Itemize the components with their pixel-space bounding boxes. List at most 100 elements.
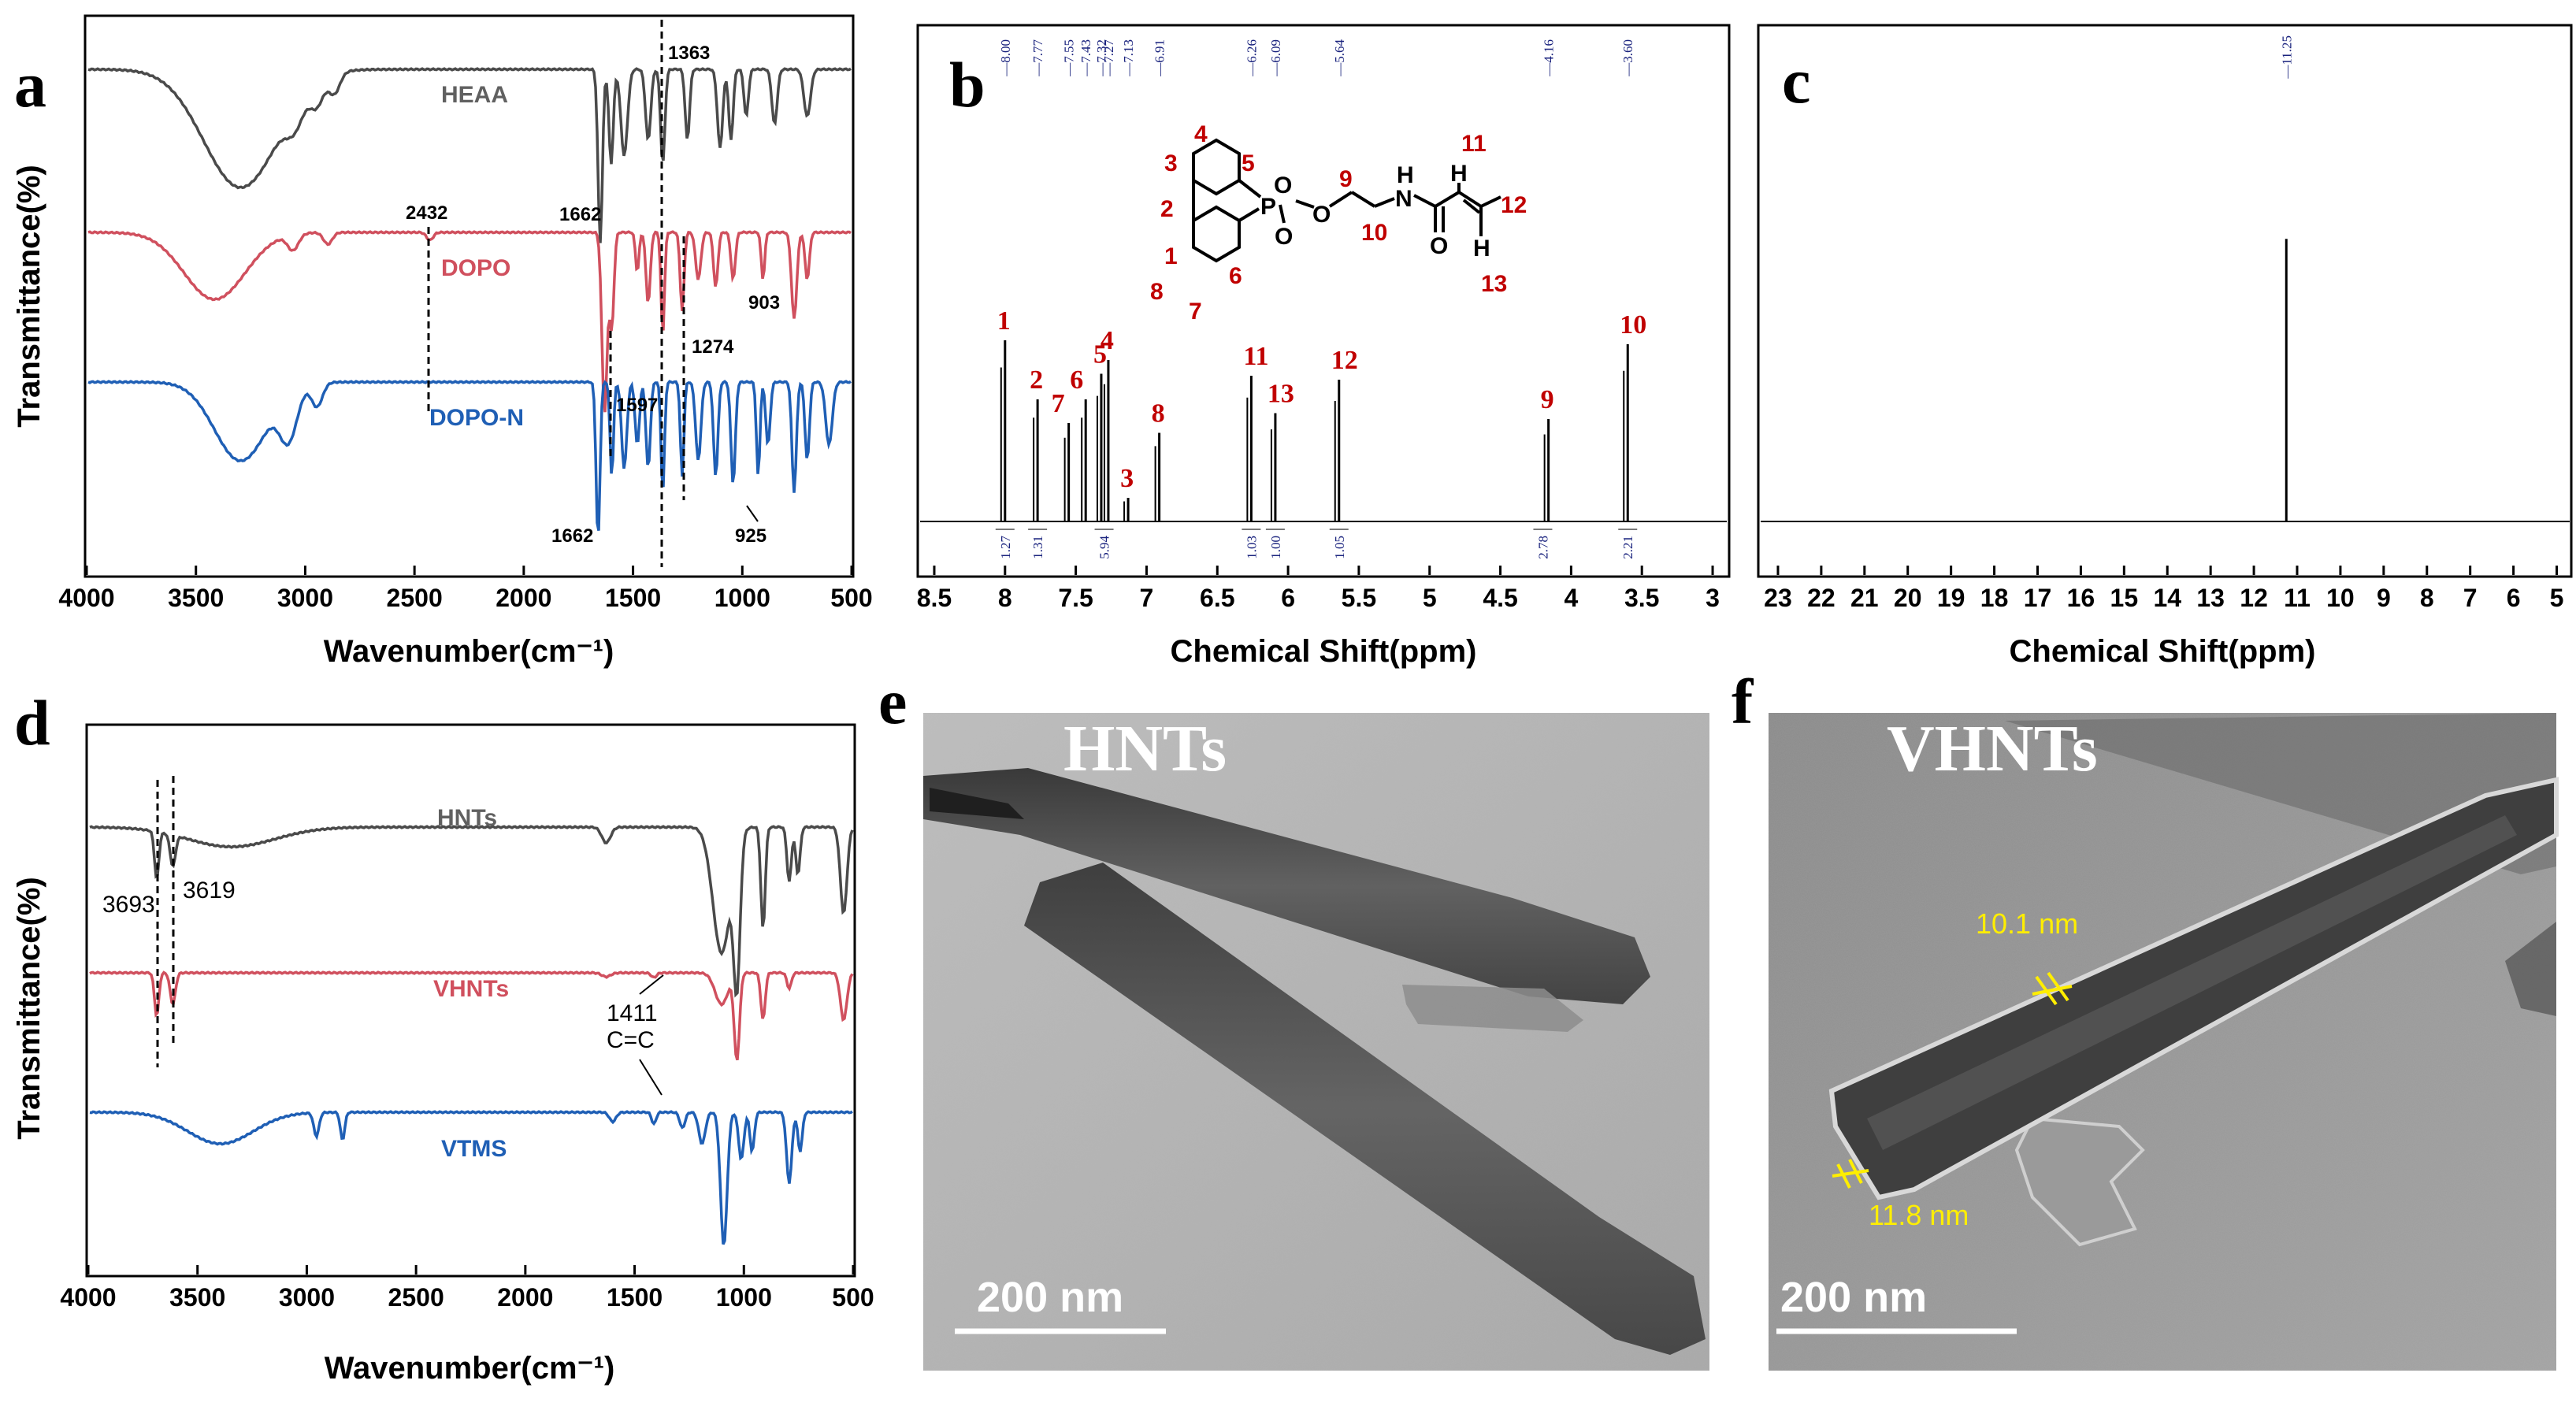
structure-number-12: 12 [1501,192,1527,218]
annotation-903: 903 [748,292,780,314]
atom-h-11: H [1450,161,1468,187]
nmr-spectrum-c [1761,239,2570,522]
shift-label: —7.55 [1062,39,1077,77]
x-tick-label: 21 [1850,584,1879,612]
annotation-1662-top: 1662 [559,204,601,225]
x-tick-label: 2000 [497,1283,553,1312]
fragment-e [1402,985,1583,1032]
x-axis-label-d: Wavenumber(cm⁻¹) [325,1351,615,1386]
x-tick-label: 5 [2550,584,2564,612]
x-tick-label: 19 [1937,584,1965,612]
series-d [89,825,854,1245]
panel-a: a 4000 3500 3000 2500 2000 1500 1000 500 Wavenu… [12,14,873,669]
ir-line-dopo [87,230,852,413]
annotation-1363: 1363 [668,43,710,64]
x-tick-label: 2500 [388,1283,444,1312]
panel-e: e HNTs 200 nm [878,666,1709,1371]
x-tick-label: 3000 [277,584,333,612]
x-tick-label: 13 [2196,584,2225,612]
tem-title-e: HNTs [1063,712,1227,785]
panel-label-e: e [878,666,907,737]
integral-label: 5.94 [1097,536,1112,559]
series-a [87,67,852,531]
x-axis-label-a: Wavenumber(cm⁻¹) [324,634,614,669]
series-label-heaa: HEAA [441,82,508,108]
annotation-1662-bottom: 1662 [551,525,593,547]
x-tick-label: 6 [2507,584,2521,612]
panel-label-f: f [1732,666,1754,737]
x-tick-label: 7 [1140,584,1154,612]
peak-label: 6 [1070,365,1083,395]
shift-label: —11.25 [2279,35,2294,80]
structure-number-1: 1 [1164,243,1178,269]
x-ticks-d: 4000 3500 3000 2500 2000 1500 1000 500 [60,1265,874,1312]
integral-label: 1.31 [1030,536,1045,559]
structure-number-7: 7 [1189,299,1202,325]
panel-c: c 23 22 21 20 19 18 17 16 15 14 13 12 11 10 9 8 7 6 5 Chem… [1757,24,2573,669]
x-tick-label: 20 [1894,584,1922,612]
structure-number-10: 10 [1361,220,1387,246]
x-tick-label: 4 [1564,584,1578,612]
x-tick-label: 2000 [496,584,551,612]
x-tick-label: 1500 [607,1283,663,1312]
shift-label: —5.64 [1332,39,1347,77]
series-label-dopo-n: DOPO-N [429,405,524,431]
peak-label: 1 [997,306,1011,336]
peak-label: 8 [1152,399,1165,429]
integral-label: 1.03 [1244,536,1259,559]
x-tick-label: 11 [2284,584,2311,612]
ir-line-heaa [87,67,852,243]
nanotube-e-2 [1024,863,1706,1355]
peak-label: 2 [1030,365,1043,395]
x-tick-label: 17 [2024,584,2052,612]
arrow-1411-down [639,1059,663,1096]
x-tick-label: 22 [1807,584,1835,612]
atom-o-ring: O [1275,224,1293,250]
x-tick-label: 9 [2377,584,2391,612]
nanotube-e-1 [923,768,1650,1004]
structure-number-11: 11 [1461,131,1487,157]
nanotube-e-1-end [930,788,1024,819]
structure-number-13: 13 [1481,271,1507,297]
annotation-3693: 3693 [102,892,155,918]
x-tick-label: 16 [2067,584,2095,612]
molecule-structure [1192,138,1501,263]
atom-p: P [1260,194,1276,220]
plot-frame-c [1757,24,2573,578]
x-tick-label: 500 [832,1283,874,1312]
x-ticks-c: 23 22 21 20 19 18 17 16 15 14 13 12 11 10 9 8 7 6 5 [1764,566,2563,612]
x-axis-label-b: Chemical Shift(ppm) [1171,634,1477,669]
plot-frame-d [85,723,856,1278]
series-label-hnts: HNTs [437,805,497,831]
x-tick-label: 10 [2326,584,2355,612]
x-tick-label: 5.5 [1342,584,1376,612]
measurement-marks [1832,971,2073,1189]
panel-label-b: b [949,49,985,121]
integral-label: 1.05 [1332,536,1347,559]
fragment-f [2014,1116,2145,1247]
ir-line-hnts [89,825,854,998]
shift-label: —8.00 [998,39,1013,77]
annotation-cc: C=C [607,1027,655,1053]
peak-shift-labels-b: —8.00 —7.77 —7.55 —7.43 —7.32—7.27 —7.13 —6.91… [998,39,1635,77]
ir-line-vtms [89,1110,853,1245]
panel-f: f VHNTs 10.1 nm 11.8 nm 200 nm [1732,666,2559,1371]
atom-o-ester: O [1312,202,1331,228]
x-tick-label: 1000 [716,1283,772,1312]
y-axis-label-d: Transmittance(%) [12,877,46,1139]
peak-label: 9 [1541,385,1554,414]
x-tick-label: 8 [998,584,1012,612]
integral-label: 2.78 [1535,536,1550,559]
x-tick-label: 15 [2110,584,2139,612]
x-tick-label: 1500 [605,584,661,612]
panel-label-a: a [14,49,46,121]
structure-number-2: 2 [1160,196,1174,222]
x-axis-label-c: Chemical Shift(ppm) [2010,634,2316,669]
atom-n: N [1395,186,1412,212]
x-tick-label: 23 [1764,584,1792,612]
scale-bar-label-f: 200 nm [1780,1274,1927,1321]
x-tick-label: 7 [2463,584,2478,612]
x-tick-label: 14 [2153,584,2181,612]
x-tick-label: 3.5 [1624,584,1659,612]
